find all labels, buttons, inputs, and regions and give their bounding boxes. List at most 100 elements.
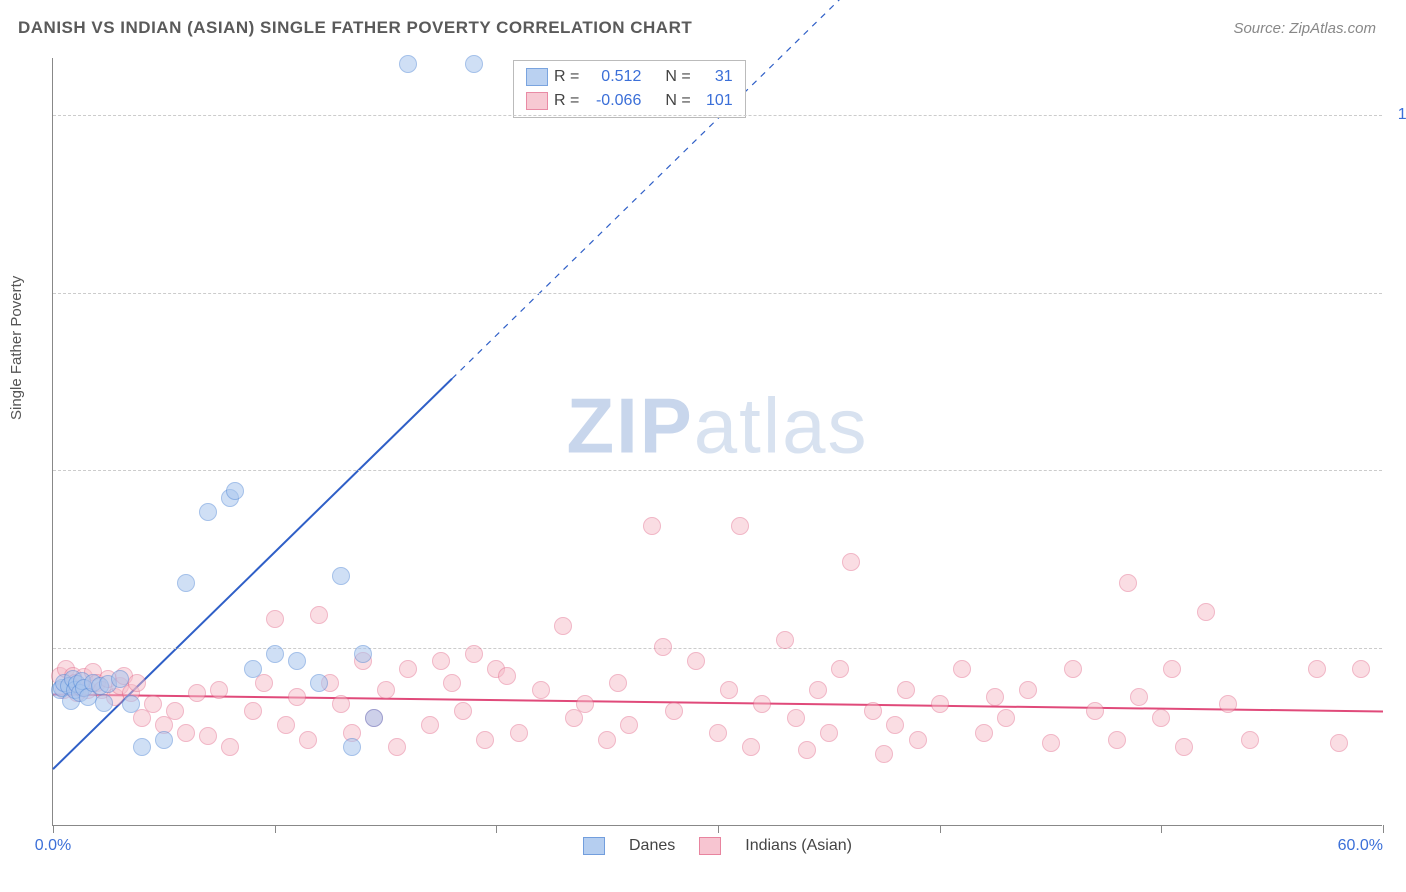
data-point bbox=[742, 738, 760, 756]
data-point bbox=[255, 674, 273, 692]
data-point bbox=[128, 674, 146, 692]
data-point bbox=[465, 645, 483, 663]
data-point bbox=[776, 631, 794, 649]
data-point bbox=[155, 731, 173, 749]
r-value: -0.066 bbox=[585, 92, 641, 110]
data-point bbox=[343, 738, 361, 756]
data-point bbox=[244, 702, 262, 720]
x-tick bbox=[53, 825, 54, 833]
data-point bbox=[288, 652, 306, 670]
data-point bbox=[609, 674, 627, 692]
gridline bbox=[53, 115, 1382, 116]
data-point bbox=[1352, 660, 1370, 678]
data-point bbox=[177, 724, 195, 742]
data-point bbox=[177, 574, 195, 592]
data-point bbox=[388, 738, 406, 756]
data-point bbox=[199, 727, 217, 745]
data-point bbox=[399, 55, 417, 73]
data-point bbox=[166, 702, 184, 720]
data-point bbox=[454, 702, 472, 720]
data-point bbox=[620, 716, 638, 734]
data-point bbox=[95, 694, 113, 712]
stats-legend-row: R =0.512N =31 bbox=[526, 65, 733, 89]
data-point bbox=[643, 517, 661, 535]
data-point bbox=[875, 745, 893, 763]
y-axis-label: Single Father Poverty bbox=[8, 276, 25, 420]
data-point bbox=[986, 688, 1004, 706]
data-point bbox=[809, 681, 827, 699]
legend-swatch bbox=[583, 837, 605, 855]
data-point bbox=[1042, 734, 1060, 752]
data-point bbox=[332, 695, 350, 713]
source-attribution: Source: ZipAtlas.com bbox=[1233, 20, 1376, 37]
data-point bbox=[244, 660, 262, 678]
data-point bbox=[532, 681, 550, 699]
legend-swatch bbox=[699, 837, 721, 855]
data-point bbox=[1163, 660, 1181, 678]
data-point bbox=[299, 731, 317, 749]
data-point bbox=[1086, 702, 1104, 720]
data-point bbox=[443, 674, 461, 692]
data-point bbox=[310, 606, 328, 624]
data-point bbox=[1152, 709, 1170, 727]
plot-area: ZIPatlas R =0.512N =31R =-0.066N =101 Da… bbox=[52, 58, 1382, 826]
data-point bbox=[266, 610, 284, 628]
data-point bbox=[1330, 734, 1348, 752]
data-point bbox=[731, 517, 749, 535]
gridline bbox=[53, 648, 1382, 649]
x-tick-label: 60.0% bbox=[1338, 837, 1383, 855]
data-point bbox=[377, 681, 395, 699]
data-point bbox=[654, 638, 672, 656]
data-point bbox=[1197, 603, 1215, 621]
data-point bbox=[709, 724, 727, 742]
n-value: 101 bbox=[697, 92, 733, 110]
data-point bbox=[864, 702, 882, 720]
data-point bbox=[122, 695, 140, 713]
data-point bbox=[831, 660, 849, 678]
y-tick-label: 100.0% bbox=[1392, 106, 1406, 124]
data-point bbox=[210, 681, 228, 699]
r-label: R = bbox=[554, 92, 579, 110]
data-point bbox=[266, 645, 284, 663]
data-point bbox=[1175, 738, 1193, 756]
stats-legend: R =0.512N =31R =-0.066N =101 bbox=[513, 60, 746, 118]
gridline bbox=[53, 470, 1382, 471]
data-point bbox=[354, 645, 372, 663]
data-point bbox=[365, 709, 383, 727]
data-point bbox=[1064, 660, 1082, 678]
data-point bbox=[1219, 695, 1237, 713]
data-point bbox=[144, 695, 162, 713]
data-point bbox=[310, 674, 328, 692]
data-point bbox=[498, 667, 516, 685]
legend-label: Danes bbox=[629, 837, 675, 855]
legend-swatch bbox=[526, 92, 548, 110]
data-point bbox=[332, 567, 350, 585]
legend-swatch bbox=[526, 68, 548, 86]
n-value: 31 bbox=[697, 68, 733, 86]
x-tick bbox=[496, 825, 497, 833]
stats-legend-row: R =-0.066N =101 bbox=[526, 89, 733, 113]
data-point bbox=[1308, 660, 1326, 678]
r-value: 0.512 bbox=[585, 68, 641, 86]
data-point bbox=[576, 695, 594, 713]
x-tick-label: 0.0% bbox=[35, 837, 71, 855]
data-point bbox=[931, 695, 949, 713]
x-tick bbox=[1383, 825, 1384, 833]
data-point bbox=[909, 731, 927, 749]
gridline bbox=[53, 293, 1382, 294]
data-point bbox=[510, 724, 528, 742]
data-point bbox=[720, 681, 738, 699]
r-label: R = bbox=[554, 68, 579, 86]
data-point bbox=[133, 738, 151, 756]
data-point bbox=[188, 684, 206, 702]
y-tick-label: 25.0% bbox=[1392, 639, 1406, 657]
data-point bbox=[1119, 574, 1137, 592]
data-point bbox=[1130, 688, 1148, 706]
trend-line-dashed bbox=[452, 0, 1383, 379]
data-point bbox=[753, 695, 771, 713]
data-point bbox=[953, 660, 971, 678]
data-point bbox=[598, 731, 616, 749]
data-point bbox=[221, 738, 239, 756]
data-point bbox=[820, 724, 838, 742]
data-point bbox=[1108, 731, 1126, 749]
